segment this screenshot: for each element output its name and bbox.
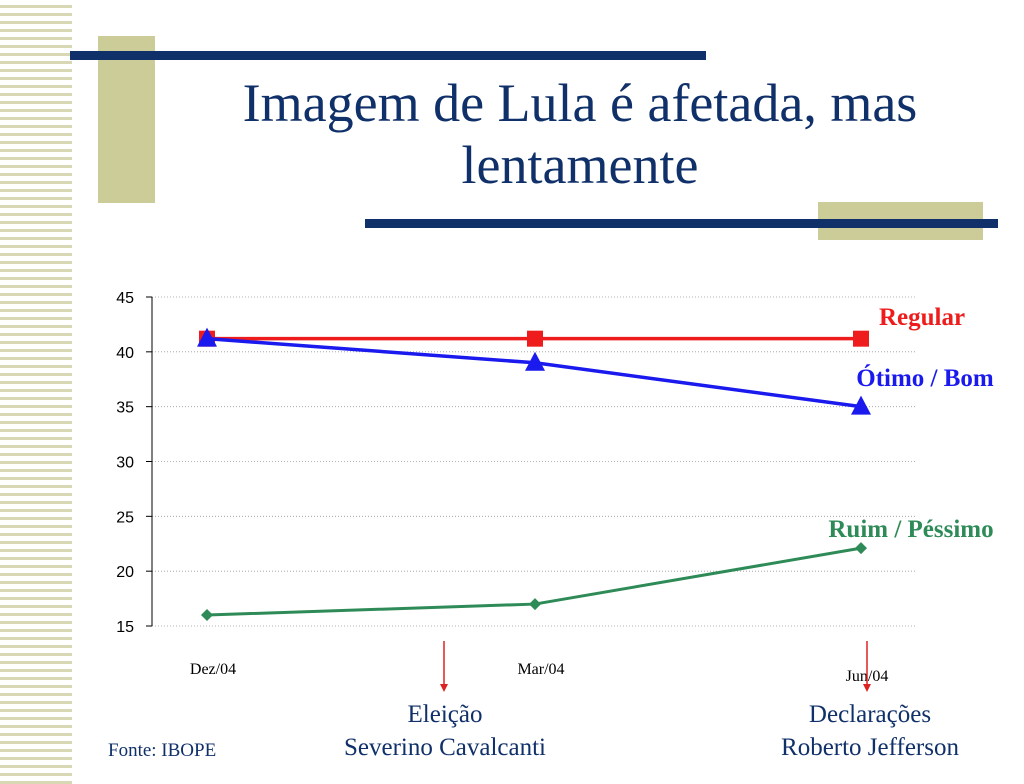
- x-tick-label: Mar/04: [517, 661, 564, 678]
- navy-bar-top: [70, 51, 706, 60]
- series-line: [206, 336, 862, 409]
- title-line-2: lentamente: [461, 135, 699, 195]
- y-tick-label: 35: [116, 400, 134, 417]
- data-point: [201, 609, 213, 622]
- y-tick-label: 25: [116, 509, 134, 526]
- y-tick-label: 15: [116, 619, 134, 636]
- x-tick-label: Dez/04: [190, 661, 236, 678]
- event-arrowhead: [440, 684, 448, 692]
- navy-bar-bottom: [365, 219, 998, 228]
- event-severino-line2: Severino Cavalcanti: [343, 734, 546, 761]
- event-severino-line1: Eleição: [407, 701, 483, 728]
- source-note: Fonte: IBOPE: [108, 740, 217, 761]
- y-tick-label: 40: [116, 345, 134, 362]
- event-arrowhead: [863, 684, 871, 692]
- side-stripes: [0, 0, 72, 784]
- data-point: [851, 395, 871, 415]
- series-label: Regular: [879, 304, 965, 331]
- page-title: Imagem de Lula é afetada, mas lentamente: [160, 72, 1000, 196]
- series-label: Ruim / Péssimo: [828, 516, 993, 543]
- series-label: Ótimo / Bom: [856, 364, 994, 392]
- data-point: [197, 327, 217, 347]
- y-tick-label: 20: [116, 564, 134, 581]
- event-jefferson: Declarações Roberto Jefferson: [740, 698, 1000, 764]
- title-line-1: Imagem de Lula é afetada, mas: [242, 73, 918, 133]
- event-jefferson-line1: Declarações: [808, 701, 932, 728]
- data-point: [529, 598, 541, 611]
- event-jefferson-line2: Roberto Jefferson: [781, 734, 959, 761]
- khaki-block-top: [98, 36, 155, 203]
- data-point: [853, 330, 869, 347]
- y-tick-label: 45: [116, 290, 134, 307]
- event-severino: Eleição Severino Cavalcanti: [300, 698, 590, 764]
- y-tick-label: 30: [116, 455, 134, 472]
- data-point: [527, 330, 543, 347]
- data-point: [525, 351, 545, 371]
- data-point: [855, 542, 867, 555]
